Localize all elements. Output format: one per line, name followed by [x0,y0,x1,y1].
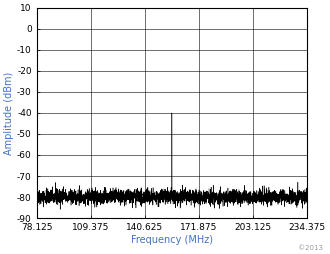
Text: ©2013: ©2013 [298,245,323,251]
Y-axis label: Amplitude (dBm): Amplitude (dBm) [4,71,14,154]
X-axis label: Frequency (MHz): Frequency (MHz) [131,235,213,245]
